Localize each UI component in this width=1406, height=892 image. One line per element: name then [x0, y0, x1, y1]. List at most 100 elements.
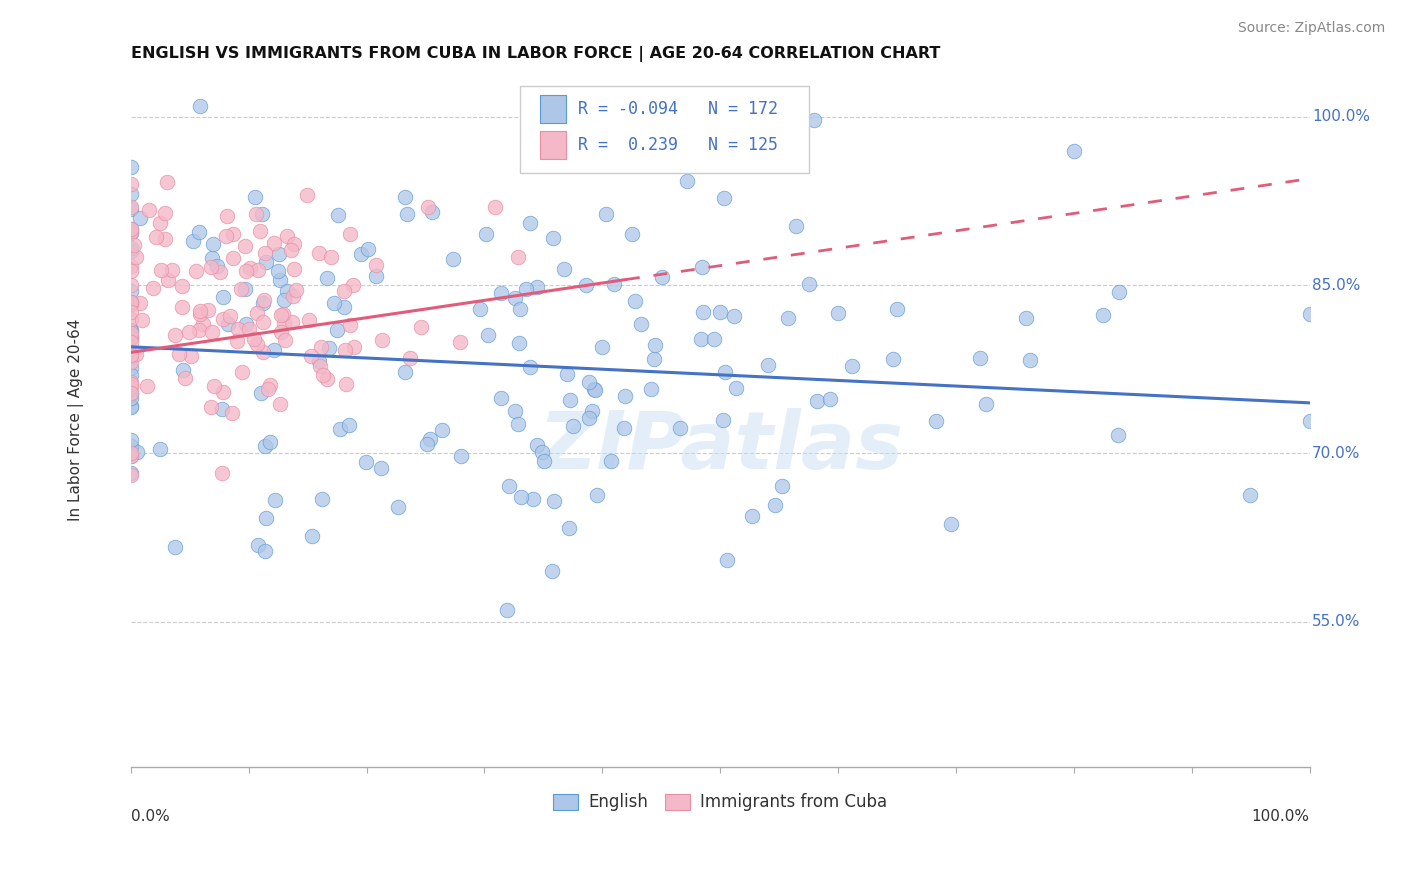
- Point: [281, 315, 304, 329]
- Point: [939, 516, 962, 531]
- Point: [172, 363, 194, 377]
- Point: [120, 244, 142, 258]
- Point: [181, 234, 204, 248]
- Point: [713, 192, 735, 206]
- Point: [309, 340, 332, 354]
- Point: [239, 261, 262, 276]
- Point: [226, 334, 249, 348]
- Point: [235, 238, 257, 252]
- Point: [366, 269, 388, 284]
- Point: [120, 360, 142, 375]
- Point: [120, 225, 142, 239]
- Point: [120, 368, 142, 383]
- Point: [211, 402, 233, 417]
- Point: [257, 382, 280, 396]
- Point: [553, 262, 575, 277]
- Point: [276, 228, 298, 243]
- Point: [387, 500, 409, 514]
- Point: [371, 333, 394, 347]
- Point: [1299, 307, 1322, 321]
- Point: [259, 434, 281, 449]
- Point: [806, 393, 828, 408]
- Point: [803, 112, 825, 127]
- Point: [581, 404, 603, 418]
- Point: [120, 379, 142, 393]
- Point: [925, 414, 948, 428]
- Point: [354, 455, 377, 469]
- Point: [441, 252, 464, 266]
- Point: [339, 227, 361, 241]
- Point: [120, 331, 142, 345]
- Point: [613, 421, 636, 435]
- FancyBboxPatch shape: [520, 86, 808, 173]
- Point: [254, 245, 277, 260]
- Point: [508, 335, 530, 350]
- Point: [703, 332, 725, 346]
- Point: [449, 334, 471, 349]
- Point: [246, 538, 269, 552]
- Point: [468, 302, 491, 317]
- Point: [506, 250, 529, 264]
- Point: [120, 259, 142, 273]
- Point: [120, 323, 142, 337]
- Point: [280, 243, 302, 257]
- Point: [120, 334, 142, 349]
- Point: [120, 375, 142, 389]
- Point: [295, 188, 318, 202]
- Point: [252, 344, 274, 359]
- Point: [209, 265, 232, 279]
- Point: [270, 325, 292, 339]
- Point: [398, 351, 420, 365]
- Point: [125, 445, 148, 459]
- Point: [716, 553, 738, 567]
- Point: [411, 320, 433, 334]
- Point: [321, 250, 343, 264]
- Point: [191, 317, 214, 331]
- Point: [253, 293, 276, 307]
- Point: [200, 260, 222, 274]
- Point: [519, 360, 541, 375]
- Point: [495, 603, 517, 617]
- Point: [309, 359, 332, 373]
- Point: [267, 264, 290, 278]
- Point: [120, 221, 142, 235]
- Point: [505, 403, 527, 417]
- Point: [491, 286, 513, 301]
- Point: [364, 258, 387, 272]
- Point: [613, 389, 636, 403]
- Point: [120, 186, 142, 201]
- Text: 100.0%: 100.0%: [1251, 809, 1310, 824]
- Text: 100.0%: 100.0%: [1312, 110, 1369, 125]
- Point: [1299, 414, 1322, 428]
- Point: [246, 336, 269, 351]
- Point: [711, 413, 734, 427]
- Point: [543, 493, 565, 508]
- Text: 70.0%: 70.0%: [1312, 446, 1361, 461]
- Point: [509, 301, 531, 316]
- Point: [226, 322, 249, 336]
- Point: [276, 285, 298, 299]
- Point: [531, 445, 554, 459]
- Point: [640, 382, 662, 396]
- Point: [583, 383, 606, 397]
- Point: [120, 161, 142, 175]
- Point: [215, 209, 238, 223]
- Point: [692, 305, 714, 319]
- Point: [315, 271, 337, 285]
- Point: [270, 308, 292, 322]
- Point: [416, 200, 439, 214]
- Point: [235, 317, 257, 331]
- Point: [522, 491, 544, 506]
- Point: [167, 347, 190, 361]
- Text: ENGLISH VS IMMIGRANTS FROM CUBA IN LABOR FORCE | AGE 20-64 CORRELATION CHART: ENGLISH VS IMMIGRANTS FROM CUBA IN LABOR…: [131, 46, 941, 62]
- Point: [337, 418, 360, 433]
- Point: [246, 306, 269, 320]
- Point: [120, 446, 142, 460]
- Point: [174, 370, 197, 384]
- Point: [200, 401, 222, 415]
- Point: [450, 449, 472, 463]
- Point: [273, 293, 295, 308]
- Point: [253, 439, 276, 453]
- Point: [318, 341, 340, 355]
- Point: [254, 254, 277, 268]
